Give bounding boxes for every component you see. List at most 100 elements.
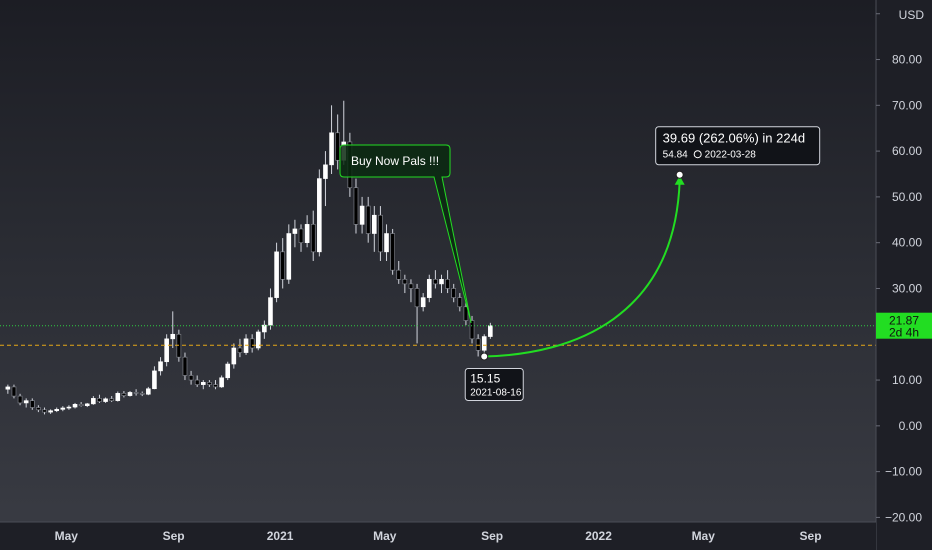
candle-down bbox=[298, 228, 304, 243]
candle-down bbox=[378, 214, 383, 253]
time-axis[interactable]: May Sep 2021 May Sep 2022 May Sep bbox=[0, 521, 876, 550]
candle-up bbox=[164, 338, 169, 363]
y-tick-label: −10.00 bbox=[885, 465, 922, 479]
low-label-price: 15.15 bbox=[470, 371, 500, 385]
candle-down bbox=[109, 398, 114, 401]
candle-up bbox=[146, 388, 151, 395]
y-tick-label: 30.00 bbox=[892, 281, 922, 295]
candle-down bbox=[78, 404, 84, 406]
low-point-marker[interactable] bbox=[480, 352, 489, 361]
candle-up bbox=[304, 224, 310, 243]
x-tick-label: 2021 bbox=[267, 529, 294, 543]
candle-up bbox=[488, 325, 493, 337]
y-tick-label: 0.00 bbox=[899, 419, 923, 433]
candle-down bbox=[213, 384, 218, 388]
target-summary: 39.69 (262.06%) in 224d bbox=[663, 131, 805, 146]
callout-text: Buy Now Pals !!! bbox=[351, 154, 439, 168]
candle-down bbox=[237, 347, 243, 353]
currency-label: USD bbox=[899, 8, 925, 22]
candle-up bbox=[91, 398, 96, 405]
candle-up bbox=[384, 233, 389, 253]
candle-up bbox=[84, 403, 90, 406]
currency-label-bg bbox=[888, 6, 928, 22]
candle-down bbox=[121, 393, 127, 396]
candle-up bbox=[200, 382, 206, 385]
time-axis-bg bbox=[0, 522, 876, 550]
candle-down bbox=[469, 320, 475, 340]
candle-up bbox=[231, 347, 237, 365]
candle-down bbox=[11, 386, 17, 397]
candle-down bbox=[139, 393, 145, 395]
x-tick-label: May bbox=[373, 529, 397, 543]
candle-up bbox=[426, 279, 432, 298]
candle-up bbox=[103, 398, 108, 402]
candle-up bbox=[158, 361, 163, 372]
candle-down bbox=[280, 251, 285, 280]
candle-down bbox=[365, 205, 371, 234]
y-tick-label: −20.00 bbox=[885, 510, 922, 524]
candle-down bbox=[457, 297, 463, 308]
candle-down bbox=[445, 279, 450, 289]
projection-curve[interactable] bbox=[484, 180, 681, 358]
x-tick-label: Sep bbox=[163, 529, 185, 543]
candle-down bbox=[353, 187, 359, 225]
current-price-badge bbox=[876, 312, 932, 339]
candle-down bbox=[36, 407, 41, 411]
y-tick-label: 70.00 bbox=[892, 98, 922, 112]
candle-down bbox=[408, 283, 414, 289]
candle-down bbox=[133, 392, 139, 394]
target-point-marker[interactable] bbox=[675, 170, 684, 179]
low-label-box bbox=[464, 367, 524, 401]
candle-up bbox=[439, 279, 444, 285]
price-axis[interactable]: 90.0080.0070.0060.0050.0040.0030.0020.00… bbox=[875, 0, 932, 550]
candle-down bbox=[42, 409, 47, 413]
y-tick-label: 80.00 bbox=[892, 53, 922, 67]
candle-up bbox=[72, 404, 78, 408]
x-tick-label: Sep bbox=[800, 529, 822, 543]
price-axis-bg bbox=[876, 0, 932, 550]
y-tick-label: 50.00 bbox=[892, 190, 922, 204]
candle-up bbox=[170, 333, 176, 340]
candle-up bbox=[323, 164, 328, 179]
projection-arrowhead bbox=[674, 175, 685, 185]
candle-up bbox=[66, 406, 72, 409]
candle-up bbox=[286, 233, 292, 280]
y-tick-label: 10.00 bbox=[892, 373, 922, 387]
candle-up bbox=[23, 400, 29, 404]
candle-up bbox=[48, 410, 53, 413]
clock-icon bbox=[693, 150, 702, 159]
candle-up bbox=[225, 363, 231, 379]
candle-up bbox=[372, 214, 377, 234]
x-tick-label: Sep bbox=[481, 529, 503, 543]
candle-up bbox=[292, 228, 298, 234]
current-price-value: 21.87 bbox=[889, 314, 919, 328]
candle-up bbox=[268, 297, 273, 326]
candle-down bbox=[451, 288, 457, 298]
candle-down bbox=[475, 338, 481, 351]
x-tick-label: 2022 bbox=[585, 529, 612, 543]
target-date: 2022-03-28 bbox=[705, 150, 757, 161]
candle-down bbox=[29, 400, 35, 408]
candle-down bbox=[414, 288, 420, 308]
y-tick-label: 40.00 bbox=[892, 236, 922, 250]
candle-up bbox=[317, 178, 322, 253]
bar-countdown: 2d 4h bbox=[889, 326, 919, 340]
candle-down bbox=[97, 398, 102, 402]
candle-up bbox=[54, 409, 60, 412]
candle-up bbox=[262, 324, 267, 333]
low-label-date: 2021-08-16 bbox=[470, 387, 522, 398]
candle-down bbox=[249, 338, 255, 349]
candle-down bbox=[182, 356, 188, 376]
candle-up bbox=[255, 331, 261, 349]
candle-up bbox=[219, 377, 224, 388]
x-tick-label: May bbox=[692, 529, 716, 543]
candle-down bbox=[396, 269, 402, 280]
callout-balloon[interactable] bbox=[339, 144, 472, 323]
candle-down bbox=[335, 132, 340, 161]
target-label-box bbox=[655, 126, 821, 166]
candle-down bbox=[17, 395, 23, 404]
candle-up bbox=[329, 132, 334, 166]
candle-up bbox=[5, 386, 11, 390]
candle-up bbox=[60, 407, 66, 410]
